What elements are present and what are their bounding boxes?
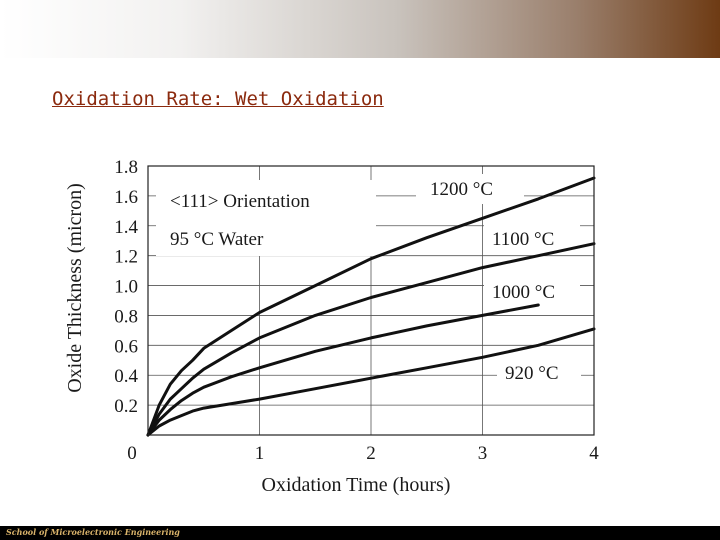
plot-frame	[147, 165, 595, 436]
y-tick-label: 1.6	[114, 187, 138, 208]
annotation-orientation: <111> Orientation	[170, 191, 310, 212]
annotation-boxes	[156, 174, 581, 386]
x-tick-label: 0	[127, 443, 137, 464]
x-axis-label: Oxidation Time (hours)	[262, 474, 451, 496]
y-tick-label: 0.6	[114, 336, 138, 357]
label-backing-2	[484, 222, 580, 252]
x-tick-label: 1	[255, 443, 265, 464]
y-axis-label: Oxide Thickness (micron)	[64, 183, 86, 393]
series-line-0	[146, 176, 596, 437]
series-line-3	[146, 327, 596, 437]
y-tick-label: 1.0	[114, 277, 138, 298]
label-backing-0	[156, 180, 376, 256]
series-label-1100: 1100 °C	[492, 229, 554, 250]
x-tick-label: 2	[366, 443, 376, 464]
series-label-1200: 1200 °C	[430, 179, 493, 200]
label-backing-3	[484, 275, 580, 305]
series-lines	[146, 176, 596, 437]
series-label-1000: 1000 °C	[492, 282, 555, 303]
series-line-1	[146, 242, 596, 437]
label-backing-1	[416, 174, 524, 204]
y-tick-label: 0.2	[114, 396, 138, 417]
series-line-2	[146, 303, 540, 437]
y-tick-label: 1.4	[114, 217, 138, 238]
label-backing-4	[497, 356, 581, 386]
x-tick-label: 4	[589, 443, 599, 464]
y-tick-label: 1.8	[114, 157, 138, 178]
y-tick-label: 0.8	[114, 306, 138, 327]
header-gradient-band	[0, 0, 720, 58]
tick-labels: 0.2 0.4 0.6 0.8 1.0 1.2 1.4 1.6 1.8 0 1 2 3 4	[114, 157, 599, 464]
y-tick-label: 1.2	[114, 247, 138, 268]
footer-school-name: School of Microelectronic Engineering	[6, 527, 180, 537]
series-label-920: 920 °C	[505, 363, 559, 384]
slide-title: Oxidation Rate: Wet Oxidation	[52, 88, 384, 110]
footer-bar: School of Microelectronic Engineering	[0, 526, 720, 540]
x-tick-label: 3	[478, 443, 488, 464]
chart-axes	[147, 165, 595, 436]
annotation-water: 95 °C Water	[170, 229, 264, 250]
y-tick-label: 0.4	[114, 366, 138, 387]
